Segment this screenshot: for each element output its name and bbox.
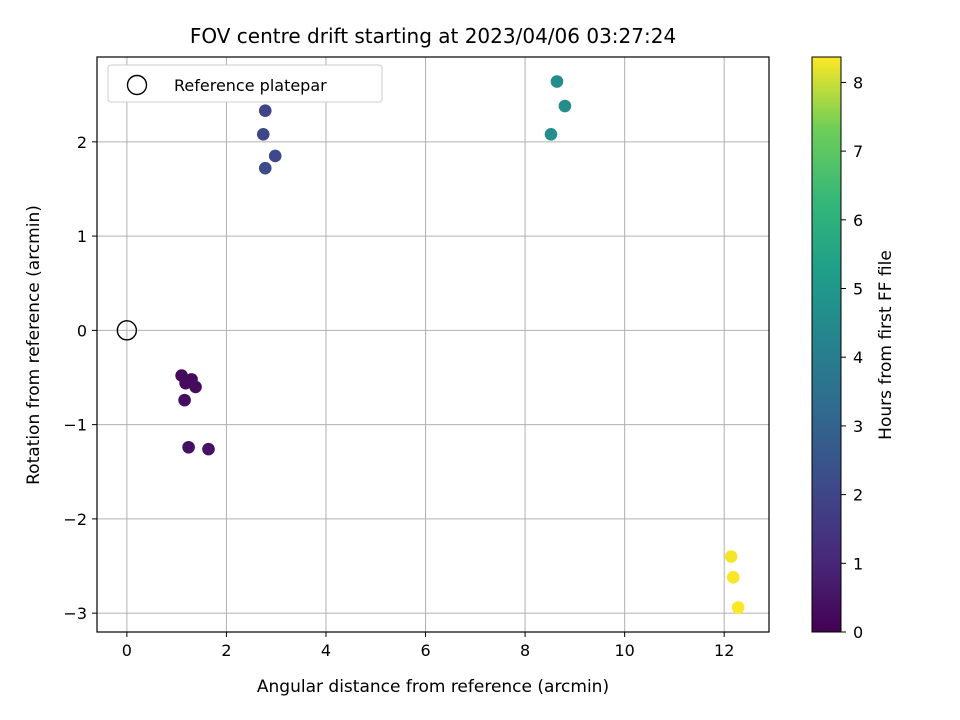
x-tick-label: 6: [420, 641, 430, 660]
y-tick-label: 2: [77, 133, 87, 152]
data-points: [175, 75, 745, 614]
colorbar: 0 1 2 3 4 5 6 7 8 Hours from first FF file: [811, 56, 896, 642]
colorbar-tick-label: 3: [853, 417, 863, 436]
colorbar-gradient: [811, 56, 842, 633]
x-axis-ticks: 0 2 4 6 8 10 12: [122, 632, 734, 660]
reference-marker: [116, 320, 138, 341]
x-tick-label: 4: [321, 641, 331, 660]
x-tick-label: 10: [614, 641, 634, 660]
reference-layer: [116, 320, 138, 341]
x-axis-label: Angular distance from reference (arcmin): [257, 677, 609, 697]
data-point: [726, 571, 740, 584]
colorbar-ticks: 0 1 2 3 4 5 6 7 8: [841, 73, 863, 642]
x-tick-label: 8: [520, 641, 530, 660]
data-point: [268, 149, 282, 163]
data-point: [544, 127, 558, 141]
x-tick-label: 12: [714, 641, 734, 660]
y-tick-label: −1: [63, 416, 87, 435]
data-point: [724, 550, 738, 563]
colorbar-tick-label: 5: [853, 280, 863, 299]
y-tick-label: 0: [77, 321, 87, 340]
colorbar-tick-label: 6: [853, 211, 863, 230]
data-point: [258, 104, 272, 118]
colorbar-tick-label: 0: [853, 623, 863, 642]
plot-frame: [96, 56, 770, 633]
data-point: [182, 440, 195, 454]
data-point: [558, 99, 572, 113]
data-point: [256, 127, 270, 141]
legend-label: Reference platepar: [174, 76, 327, 95]
colorbar-tick-label: 2: [853, 486, 863, 505]
data-point: [258, 161, 272, 175]
x-tick-label: 2: [221, 641, 231, 660]
y-axis-label: Rotation from reference (arcmin): [24, 205, 44, 485]
y-tick-label: −3: [63, 604, 87, 623]
x-tick-label: 0: [122, 641, 132, 660]
data-point: [550, 75, 564, 88]
y-tick-label: 1: [77, 227, 87, 246]
grid: [97, 57, 769, 632]
legend-box: [107, 64, 383, 103]
colorbar-tick-label: 1: [853, 554, 863, 573]
data-point: [189, 380, 202, 394]
colorbar-tick-label: 4: [853, 348, 863, 367]
colorbar-label: Hours from first FF file: [876, 250, 896, 440]
y-axis-ticks: −3 −2 −1 0 1 2: [63, 133, 97, 623]
legend: Reference platepar: [107, 64, 383, 103]
chart-title: FOV centre drift starting at 2023/04/06 …: [190, 24, 676, 48]
data-point: [202, 442, 215, 456]
y-tick-label: −2: [63, 510, 87, 529]
legend-marker: [126, 74, 148, 96]
data-point: [731, 601, 745, 614]
data-point: [179, 376, 192, 390]
colorbar-tick-label: 8: [853, 73, 863, 92]
colorbar-tick-label: 7: [853, 142, 863, 161]
data-point: [178, 393, 191, 407]
